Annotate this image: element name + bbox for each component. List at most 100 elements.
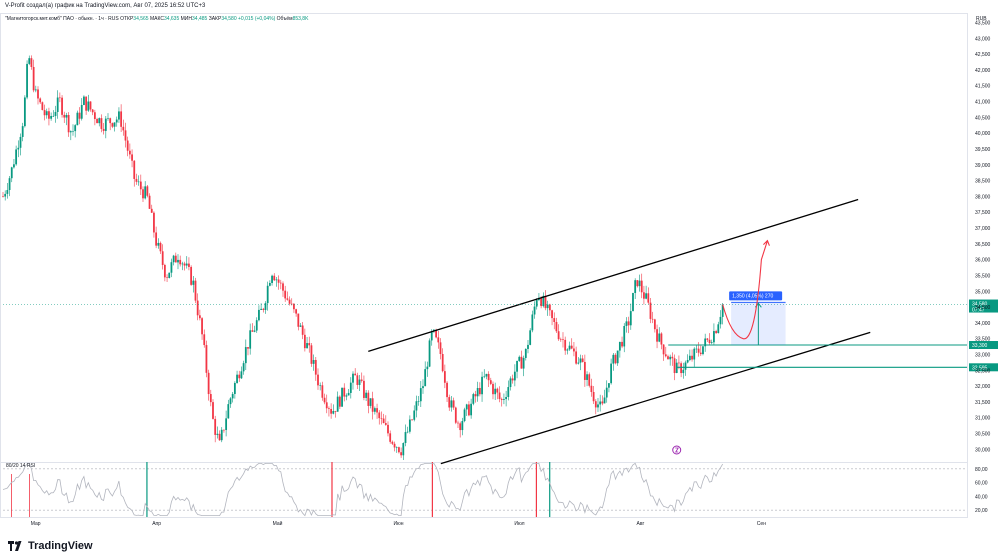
candle-body [161,251,164,265]
price-tick-label: 36,000 [975,258,991,264]
channel-lower-line [440,331,871,465]
candle-body [334,410,337,412]
price-series [2,55,724,461]
candle-body [371,398,374,412]
high-value: 34,635 [163,16,180,22]
candle-body [358,379,361,385]
candle-body [437,337,440,343]
candle-body [673,358,676,374]
rsi-line [2,462,724,517]
candle-body [83,96,85,105]
candle-body [643,292,645,299]
candle-body [465,404,468,410]
candle-body [10,167,13,179]
candle-body [52,115,55,117]
candle-body [487,373,490,381]
volume-label: Объём [276,16,293,22]
candle-body [205,345,208,373]
time-axis: Мар Апр Май Июн Июл Авг Сен [31,520,766,527]
candle-body [301,325,304,335]
candle-body [135,178,138,182]
candle-body [592,391,595,402]
candle-body [551,310,553,319]
candle-body [695,348,698,350]
candle-body [395,447,398,448]
candle-body [435,329,438,338]
candle-body [279,282,282,284]
candle-body [566,349,569,351]
change-value: +0,015 (+0,04%) [238,16,276,22]
candle-body [229,398,232,405]
candle-body [605,387,608,398]
candle-body [463,409,466,422]
candle-body [704,338,707,347]
candle-body [65,115,68,118]
candle-body [516,360,518,372]
candle-body [2,196,4,197]
candle-body [583,361,586,380]
candle-body [345,395,348,397]
candle-body [262,308,265,310]
candle-body [548,304,551,311]
candle-body [260,308,263,310]
candle-body [649,302,652,319]
candle-body [328,408,330,409]
candle-body [669,356,672,360]
candle-body [478,388,481,395]
candle-body [80,104,83,119]
candle-body [625,321,628,326]
candle-body [424,369,427,387]
candle-body [468,404,470,416]
candle-body [308,343,311,346]
close-label: ЗАКР [208,16,222,22]
candle-body [220,429,223,441]
candle-body [128,150,131,155]
candle-body [216,433,219,435]
candle-body [341,387,343,407]
candle-body [198,315,201,319]
candle-body [369,398,372,406]
candle-body [627,321,630,326]
candle-body [271,275,273,283]
candle-body [503,399,505,400]
candle-body [214,418,217,435]
candle-body [656,329,658,342]
candle-body [485,373,488,377]
candle-body [529,330,532,345]
candle-body [647,293,650,303]
candle-body [87,101,90,111]
candle-body [299,325,302,327]
candle-body [400,452,403,456]
projection-arrow-head [763,239,770,246]
candle-body [8,178,11,190]
candle-body [415,401,418,411]
candle-body [500,398,503,400]
candle-body [74,125,77,132]
candle-body [185,263,188,266]
candle-body [255,320,258,331]
symbol-name[interactable]: "Магнитогорск.мет.комб" ПАО · обыкн. · 1… [5,16,119,22]
time-tick-label: Мар [31,521,41,527]
candle-body [387,424,389,434]
candle-body [201,318,203,335]
candle-body [411,419,413,421]
price-tick-label: 40,500 [975,115,991,121]
candle-body [212,402,214,419]
price-tick-label: 32,500 [975,368,991,374]
candle-body [393,443,396,448]
candle-body [494,388,497,395]
candle-body [524,348,527,358]
tradingview-logo[interactable]: TradingView [8,539,93,553]
price-tick-label: 39,000 [975,163,991,169]
candle-body [242,363,245,372]
candle-body [137,181,140,183]
price-tick-label: 33,500 [975,337,991,343]
candle-body [697,348,700,353]
candle-body [406,431,409,433]
candle-body [32,66,35,91]
candle-body [54,111,57,116]
candle-body [535,300,538,307]
candle-body [645,293,648,299]
